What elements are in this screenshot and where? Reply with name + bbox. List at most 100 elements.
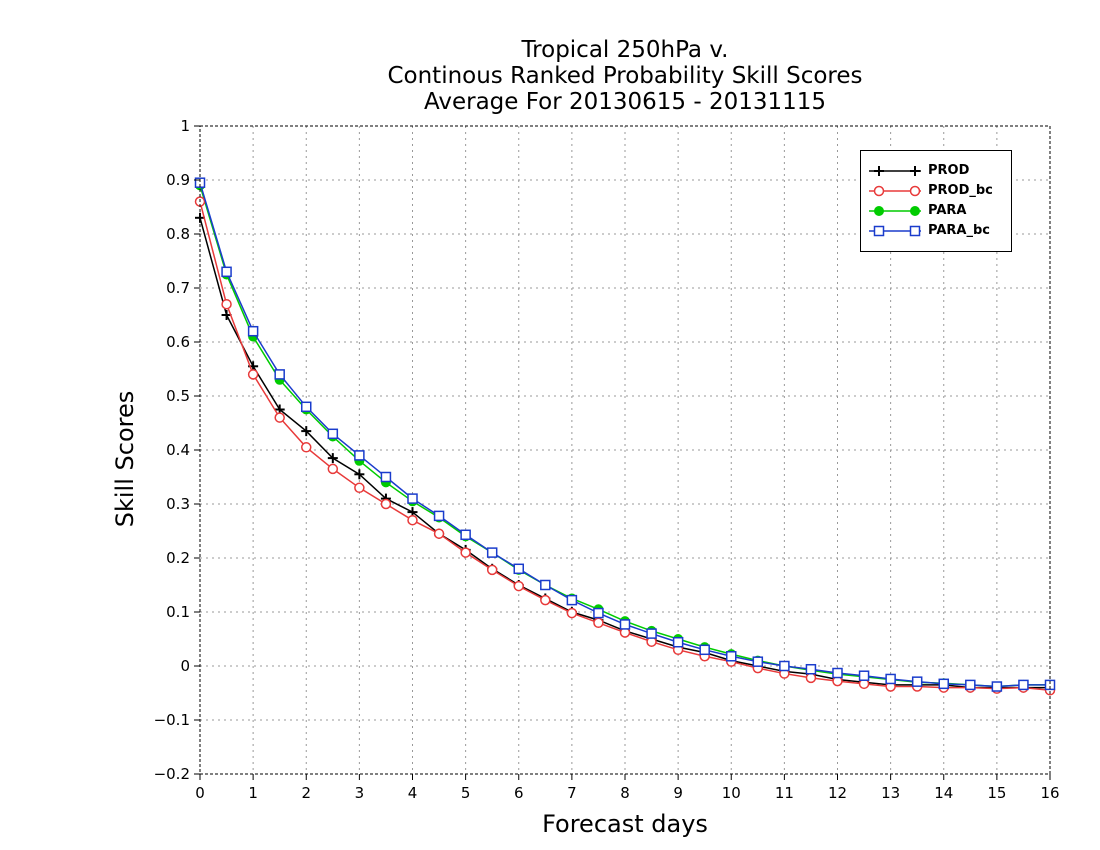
legend-swatch-prod <box>869 166 921 176</box>
legend-swatch-prod-bc <box>869 185 921 197</box>
data-point-para-bc <box>486 547 498 558</box>
x-tick-label: 5 <box>461 784 471 802</box>
x-tick-label: 13 <box>881 784 900 802</box>
y-tick-label: −0.2 <box>154 765 190 783</box>
legend-marker-right <box>909 225 921 237</box>
data-point-para-bc <box>327 428 339 440</box>
data-point-para-bc <box>619 619 631 630</box>
data-point-prod-bc <box>221 298 232 310</box>
x-tick-label: 0 <box>195 784 205 802</box>
data-point-prod-bc <box>380 498 392 510</box>
legend-label-prod: PROD <box>928 163 970 178</box>
data-point-para-bc <box>726 651 737 662</box>
data-point-prod-bc <box>540 594 551 606</box>
y-tick-label: 0.1 <box>166 603 190 621</box>
data-point-para-bc <box>1018 679 1029 691</box>
data-point-para-bc <box>274 369 285 380</box>
chart-title-line-1: Tropical 250hPa v. <box>521 37 729 63</box>
data-point-prod-bc <box>327 463 339 475</box>
x-tick-label: 12 <box>828 784 847 802</box>
data-point-para-bc <box>221 266 232 278</box>
axis-ticks: 0 1 2 3 4 5 6 7 8 9 10 11 12 13 14 15 16−0.2−0.100.10.20… <box>154 117 1060 802</box>
data-point-prod <box>327 453 338 464</box>
data-point-para-bc <box>301 401 312 413</box>
data-point-prod-bc <box>486 564 498 576</box>
data-point-para-bc <box>566 594 578 606</box>
data-point-prod-bc <box>274 412 285 423</box>
legend-marker-left <box>874 206 884 216</box>
x-tick-label: 3 <box>355 784 365 802</box>
x-tick-label: 4 <box>408 784 418 802</box>
series-para-bc <box>194 177 1056 692</box>
data-point-prod-bc <box>354 482 365 494</box>
legend-marker-right <box>910 206 920 216</box>
data-point-para-bc <box>752 656 764 667</box>
series-layer <box>194 177 1056 696</box>
data-point-para-bc <box>832 667 843 679</box>
x-tick-label: 11 <box>775 784 794 802</box>
chart-title-line-2: Continous Ranked Probability Skill Score… <box>387 63 863 89</box>
x-tick-label: 9 <box>673 784 683 802</box>
x-tick-label: 8 <box>620 784 630 802</box>
data-point-para-bc <box>911 676 923 687</box>
y-tick-label: 0.4 <box>166 441 190 459</box>
data-point-prod-bc <box>460 547 471 558</box>
data-point-para-bc <box>858 670 870 681</box>
data-point-prod-bc <box>433 528 445 539</box>
data-point-para-bc <box>194 177 206 188</box>
data-point-para-bc <box>593 607 604 619</box>
data-point-prod-bc <box>301 442 312 453</box>
data-point-prod-bc <box>593 617 604 629</box>
data-point-para-bc <box>354 450 365 461</box>
y-tick-label: −0.1 <box>154 711 190 729</box>
data-point-prod-bc <box>805 672 817 684</box>
data-point-para-bc <box>380 471 392 483</box>
x-tick-label: 6 <box>514 784 524 802</box>
y-axis-title: Skill Scores <box>111 390 139 528</box>
data-point-para-bc <box>247 325 259 337</box>
data-point-para-bc <box>672 636 684 648</box>
data-point-para-bc <box>965 679 976 691</box>
chart-title-line-3: Average For 20130615 - 20131115 <box>423 89 827 115</box>
legend-swatch-para-bc <box>869 225 921 237</box>
y-tick-label: 0.7 <box>166 279 190 297</box>
y-tick-label: 0.9 <box>166 171 190 189</box>
y-tick-label: 0 <box>180 657 190 675</box>
series-line-para <box>199 185 1050 688</box>
data-point-para-bc <box>540 579 551 591</box>
y-tick-label: 0.5 <box>166 387 190 405</box>
y-tick-label: 0.8 <box>166 225 190 243</box>
legend-label-prod-bc: PROD_bc <box>928 183 993 198</box>
data-point-para-bc <box>991 681 1003 692</box>
data-point-prod-bc <box>247 369 259 380</box>
x-tick-label: 14 <box>934 784 953 802</box>
legend-item-para: PARA <box>861 202 1011 220</box>
x-tick-label: 15 <box>987 784 1006 802</box>
data-point-para-bc <box>699 644 710 656</box>
data-point-prod-bc <box>513 580 524 592</box>
x-tick-label: 2 <box>301 784 311 802</box>
x-axis-title: Forecast days <box>542 810 708 838</box>
y-tick-label: 0.3 <box>166 495 190 513</box>
series-para <box>195 180 1055 692</box>
x-tick-label: 10 <box>722 784 741 802</box>
legend-marker-left <box>873 185 885 197</box>
data-point-para-bc <box>513 563 524 575</box>
data-point-para-bc <box>885 673 896 685</box>
legend-item-prod: PROD <box>861 162 1011 180</box>
data-point-para-bc <box>407 493 418 504</box>
data-point-para-bc <box>805 663 817 675</box>
x-tick-label: 1 <box>248 784 258 802</box>
data-point-prod <box>354 469 365 480</box>
legend-label-para: PARA <box>928 203 967 218</box>
legend-marker-right <box>909 185 921 197</box>
y-tick-label: 0.2 <box>166 549 190 567</box>
legend-item-prod-bc: PROD_bc <box>861 182 1011 200</box>
data-point-prod <box>301 426 312 437</box>
data-point-prod-bc <box>566 607 578 619</box>
data-point-para-bc <box>646 628 657 639</box>
data-point-para-bc <box>779 660 790 672</box>
y-tick-label: 0.6 <box>166 333 190 351</box>
data-point-para-bc <box>433 510 445 522</box>
